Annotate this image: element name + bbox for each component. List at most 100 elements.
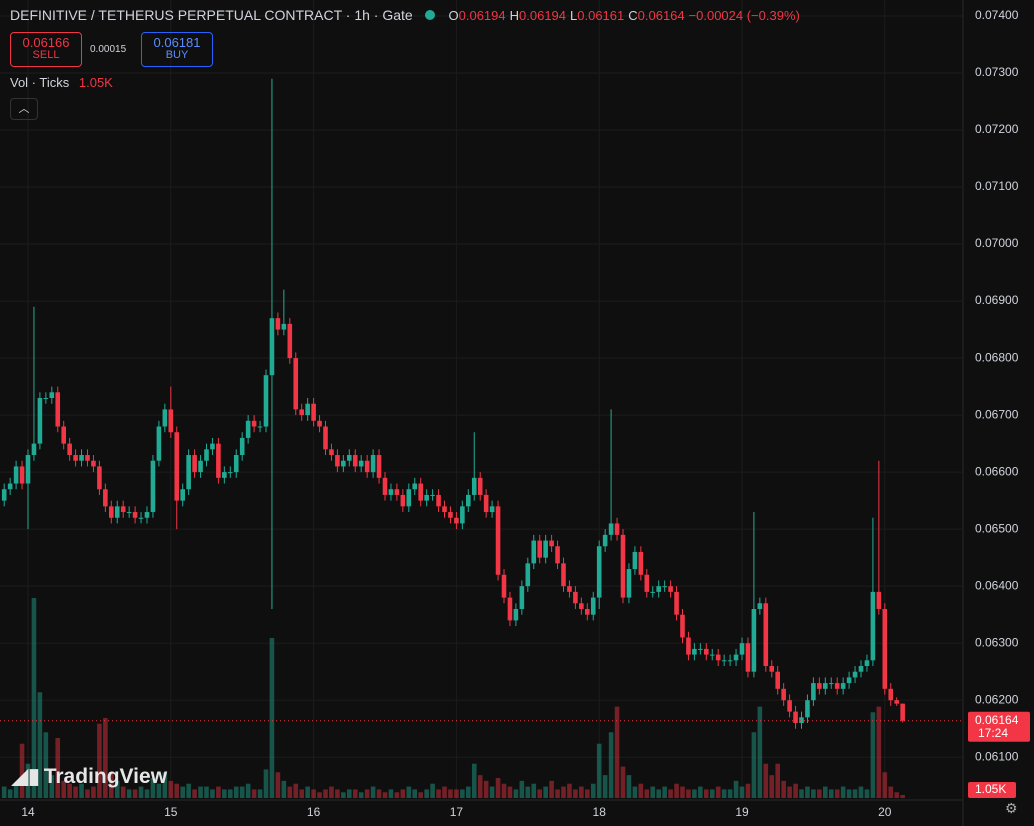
- volume-bar: [739, 786, 745, 798]
- indicator-name: Vol · Ticks: [10, 75, 70, 90]
- x-tick-label: 19: [735, 805, 749, 819]
- volume-bar: [79, 783, 84, 798]
- candle-body: [323, 426, 328, 450]
- volume-bar: [180, 786, 185, 798]
- volume-bar: [1, 786, 7, 798]
- volume-bar: [156, 783, 162, 798]
- candle-body: [519, 586, 525, 609]
- candle-body: [329, 449, 334, 456]
- candle-body: [442, 506, 447, 513]
- volume-bar: [204, 786, 209, 798]
- candle-body: [299, 409, 304, 416]
- candle-body: [769, 666, 775, 672]
- volume-bar: [144, 789, 150, 798]
- y-tick-label: 0.06300: [975, 635, 1019, 649]
- volume-bar: [192, 789, 197, 798]
- candle-body: [376, 455, 382, 478]
- buy-price: 0.06181: [153, 35, 201, 50]
- x-tick-label: 18: [593, 805, 607, 819]
- volume-bar: [834, 789, 840, 798]
- volume-bar: [507, 786, 513, 798]
- candle-body: [709, 654, 715, 656]
- candle-body: [430, 494, 435, 496]
- candle-body: [805, 700, 810, 718]
- volume-bar: [650, 786, 656, 798]
- candle-body: [114, 506, 120, 518]
- candle-body: [150, 460, 156, 513]
- candle-body: [585, 608, 590, 615]
- x-tick-label: 14: [21, 805, 35, 819]
- candle-body: [352, 455, 358, 467]
- volume-bar: [638, 783, 644, 798]
- candle-body: [418, 483, 423, 501]
- candle-body: [388, 489, 394, 495]
- volume-bar: [275, 772, 281, 798]
- candle-body: [793, 711, 798, 724]
- candle-body: [882, 608, 888, 689]
- candle-body: [543, 540, 548, 558]
- last-price-label: 0.06164: [975, 713, 1019, 727]
- candle-body: [638, 551, 644, 575]
- volume-bar: [263, 769, 269, 798]
- candle-body: [91, 460, 96, 467]
- candle-body: [757, 603, 763, 609]
- candle-body: [31, 443, 37, 456]
- x-tick-label: 15: [164, 805, 178, 819]
- volume-bar: [120, 786, 126, 798]
- candle-body: [579, 603, 584, 609]
- ohlc-value: 0.06194: [458, 8, 506, 23]
- branding-text: TradingView: [43, 765, 168, 788]
- volume-bar: [168, 780, 174, 798]
- volume-bar: [698, 786, 703, 798]
- candle-body: [763, 603, 769, 667]
- settings-button[interactable]: ⚙: [1005, 800, 1018, 816]
- volume-bar: [186, 783, 191, 798]
- candle-body: [775, 671, 780, 689]
- sell-button[interactable]: 0.06166 SELL: [10, 32, 82, 67]
- candle-body: [364, 460, 370, 473]
- volume-bar: [769, 775, 775, 798]
- ohlc-value: 0.06164: [637, 8, 685, 23]
- candle-body: [704, 648, 709, 655]
- candle-body: [840, 683, 846, 689]
- volume-bar: [763, 763, 769, 798]
- candle-body: [67, 443, 72, 456]
- volume-bar: [91, 786, 96, 798]
- candle-body: [525, 563, 531, 587]
- candle-body: [126, 512, 132, 514]
- y-tick-label: 0.06800: [975, 350, 1019, 364]
- volume-bar: [828, 789, 834, 798]
- candle-body: [537, 540, 542, 558]
- volume-bar: [424, 789, 429, 798]
- candle-body: [531, 540, 537, 564]
- volume-bar: [799, 789, 804, 798]
- volume-bar: [126, 789, 132, 798]
- volume-bar: [573, 789, 578, 798]
- y-tick-label: 0.06600: [975, 464, 1019, 478]
- buy-button[interactable]: 0.06181 BUY: [141, 32, 213, 67]
- volume-bar: [418, 792, 423, 798]
- candle-body: [269, 318, 275, 376]
- collapse-button[interactable]: ︿: [10, 98, 38, 120]
- volume-bar: [138, 786, 144, 798]
- candle-body: [61, 426, 66, 444]
- candle-body: [555, 546, 560, 564]
- candle-body: [811, 683, 816, 701]
- candle-body: [204, 449, 209, 461]
- volume-bar: [150, 778, 156, 798]
- volume-bar: [704, 789, 709, 798]
- volume-bar: [13, 783, 19, 798]
- candle-body: [596, 546, 602, 598]
- candle-body: [834, 683, 840, 689]
- candle-body: [311, 403, 316, 421]
- candle-body: [257, 426, 263, 428]
- volume-bar: [269, 638, 275, 798]
- volume-bar: [228, 789, 233, 798]
- candle-body: [692, 648, 697, 655]
- volume-bar: [210, 789, 215, 798]
- volume-bar: [721, 789, 727, 798]
- volume-bar: [864, 789, 870, 798]
- volume-bar: [811, 789, 816, 798]
- volume-bar: [370, 786, 376, 798]
- volume-bar: [311, 789, 316, 798]
